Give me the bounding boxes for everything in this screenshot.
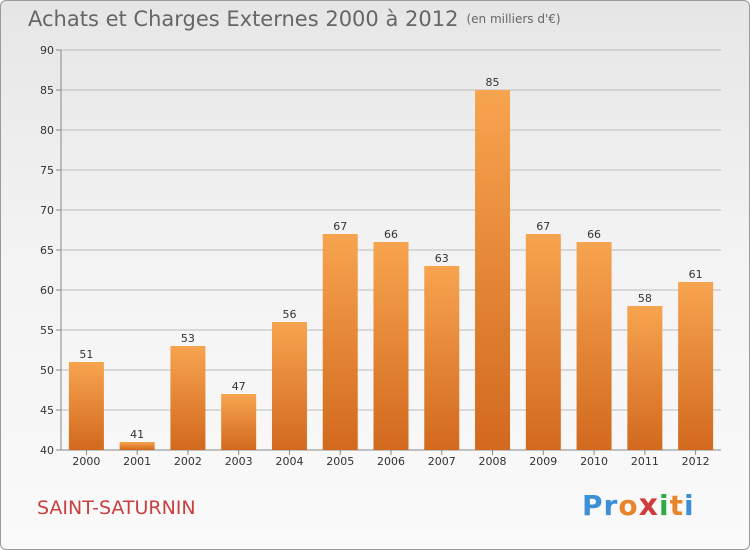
x-tick-label: 2011 xyxy=(631,455,659,468)
bar xyxy=(475,90,511,450)
x-tick-label: 2000 xyxy=(72,455,100,468)
x-tick-label: 2003 xyxy=(225,455,253,468)
y-tick-label: 80 xyxy=(40,124,54,137)
bar xyxy=(68,362,104,450)
y-tick-label: 90 xyxy=(40,44,54,57)
town-name: SAINT-SATURNIN xyxy=(37,497,196,519)
bar xyxy=(221,394,257,450)
bar xyxy=(373,242,409,450)
data-label: 66 xyxy=(587,228,601,241)
bar xyxy=(119,442,155,450)
y-tick-label: 50 xyxy=(40,364,54,377)
data-label: 51 xyxy=(79,348,93,361)
data-label: 58 xyxy=(638,292,652,305)
bar xyxy=(271,322,307,450)
bar xyxy=(170,346,206,450)
y-tick-label: 45 xyxy=(40,404,54,417)
x-tick-label: 2006 xyxy=(377,455,405,468)
x-tick-label: 2001 xyxy=(123,455,151,468)
y-tick-label: 55 xyxy=(40,324,54,337)
chart-unit: (en milliers d'€) xyxy=(466,12,561,26)
x-tick-label: 2012 xyxy=(682,455,710,468)
bar xyxy=(525,234,561,450)
y-tick-label: 65 xyxy=(40,244,54,257)
bar xyxy=(424,266,460,450)
logo-letter: i xyxy=(658,489,670,522)
data-label: 63 xyxy=(435,252,449,265)
proxiti-logo: Proxiti xyxy=(582,488,695,523)
x-tick-label: 2004 xyxy=(275,455,303,468)
data-label: 66 xyxy=(384,228,398,241)
y-tick-label: 40 xyxy=(40,444,54,457)
y-tick-label: 60 xyxy=(40,284,54,297)
data-label: 41 xyxy=(130,428,144,441)
data-label: 67 xyxy=(536,220,550,233)
x-tick-label: 2005 xyxy=(326,455,354,468)
x-tick-label: 2009 xyxy=(529,455,557,468)
data-label: 61 xyxy=(689,268,703,281)
data-label: 56 xyxy=(282,308,296,321)
bar xyxy=(678,282,714,450)
y-tick-label: 75 xyxy=(40,164,54,177)
x-tick-label: 2007 xyxy=(428,455,456,468)
x-tick-label: 2010 xyxy=(580,455,608,468)
logo-letter: i xyxy=(683,489,695,522)
logo-letter: P xyxy=(582,489,604,522)
x-tick-label: 2008 xyxy=(479,455,507,468)
chart-title: Achats et Charges Externes 2000 à 2012 (e… xyxy=(28,7,561,31)
bar xyxy=(576,242,612,450)
chart-title-text: Achats et Charges Externes 2000 à 2012 xyxy=(28,7,459,31)
logo-letter: r xyxy=(603,489,619,522)
logo-letter: t xyxy=(669,489,684,522)
data-label: 85 xyxy=(486,76,500,89)
y-tick-label: 70 xyxy=(40,204,54,217)
logo-letter: x xyxy=(638,488,659,523)
bar xyxy=(322,234,358,450)
y-tick-label: 85 xyxy=(40,84,54,97)
data-label: 67 xyxy=(333,220,347,233)
data-label: 53 xyxy=(181,332,195,345)
logo-letter: o xyxy=(618,489,639,522)
x-tick-label: 2002 xyxy=(174,455,202,468)
bar xyxy=(627,306,663,450)
data-label: 47 xyxy=(232,380,246,393)
